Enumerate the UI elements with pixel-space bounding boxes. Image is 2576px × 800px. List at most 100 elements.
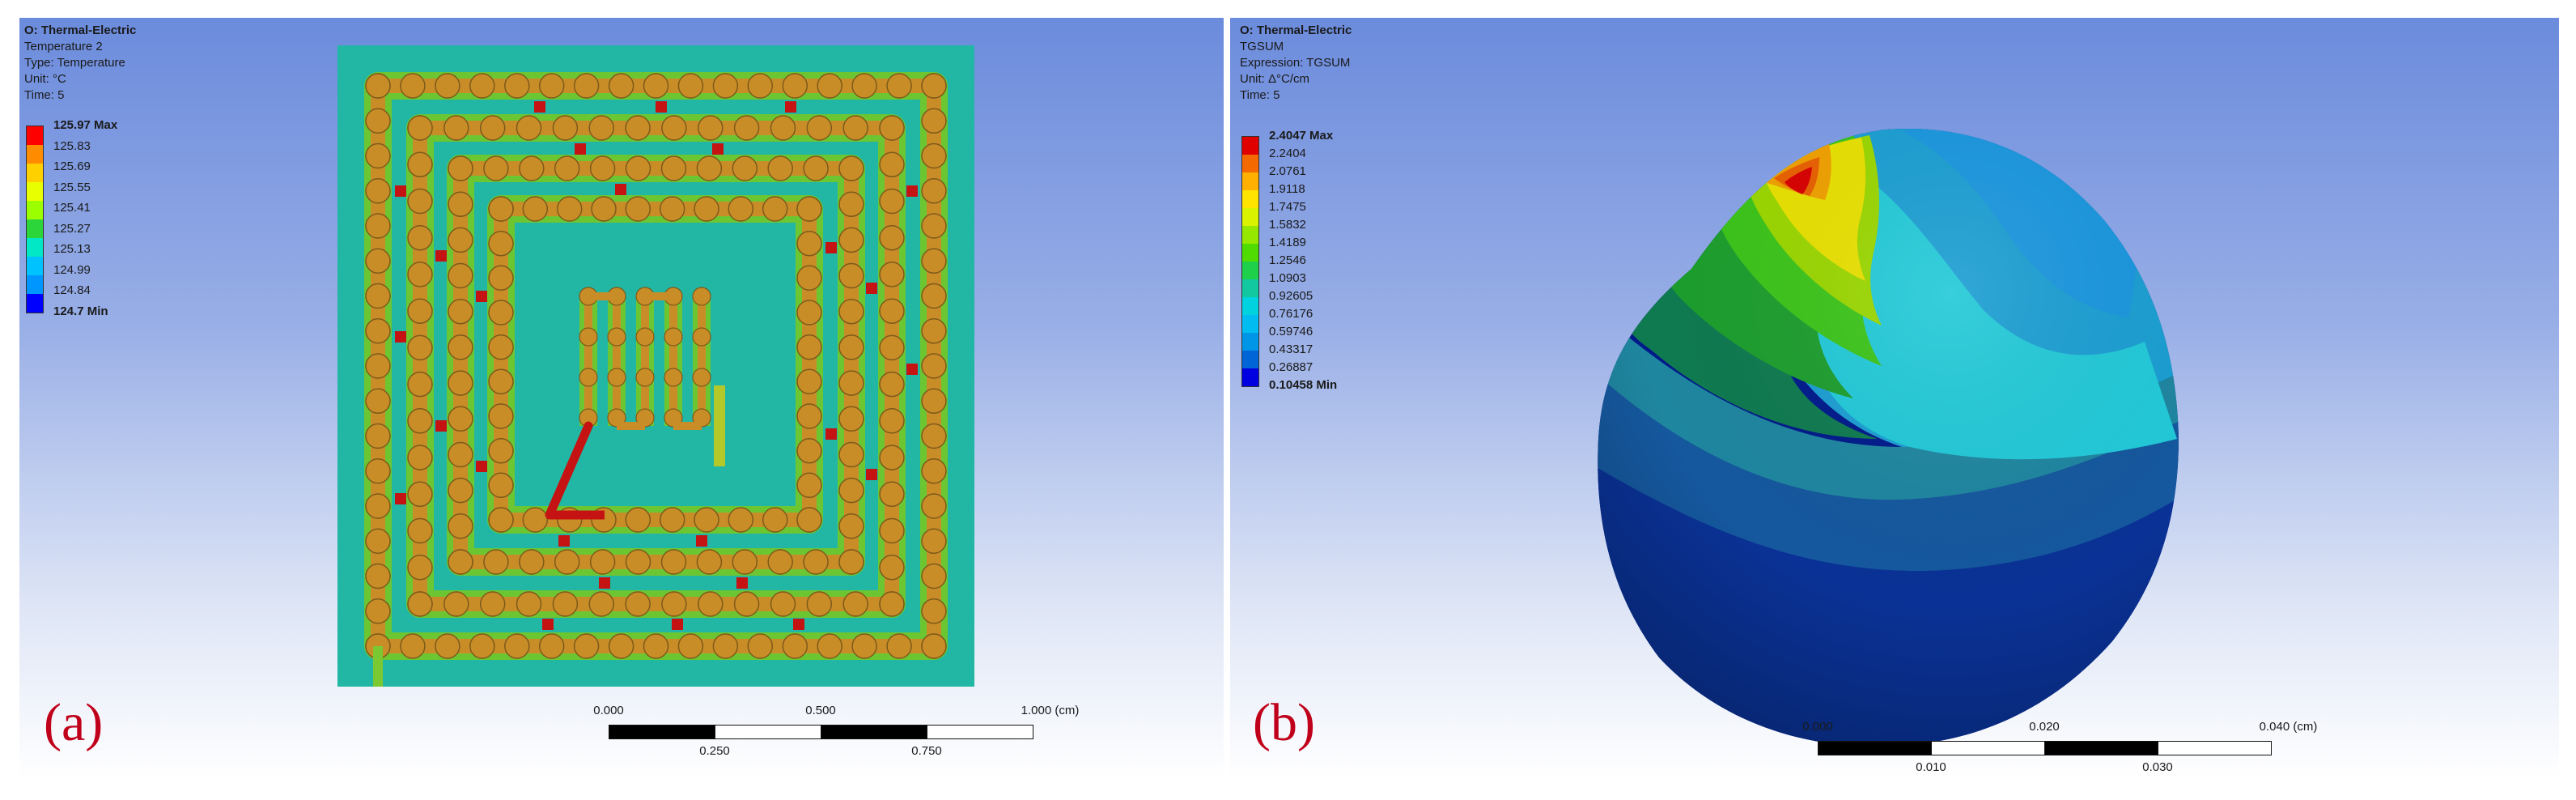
scale-segment (1818, 741, 1932, 755)
contact-pad (732, 155, 758, 181)
scale-tick-label: 1.000 (cm) (1021, 704, 1080, 717)
contact-pad (728, 196, 754, 222)
contact-pad (921, 248, 947, 274)
legend-value-label: 0.92605 (1269, 289, 1313, 303)
contact-pad (879, 591, 905, 617)
contact-pad (407, 555, 433, 581)
legend-color-bar[interactable] (1241, 136, 1259, 387)
legend-value-label: 2.0761 (1269, 164, 1306, 178)
contact-pad (488, 334, 514, 360)
contact-pad (400, 633, 426, 659)
hotspot-bridge (542, 619, 554, 630)
contact-pad (407, 298, 433, 324)
scale-segment (821, 725, 927, 739)
viewport-tgsum[interactable]: O: Thermal-Electric TGSUM Expression: TG… (1230, 18, 2559, 779)
contact-pad (365, 353, 391, 379)
legend-swatch (27, 294, 43, 313)
contact-pad (879, 334, 905, 361)
meander-pad (664, 327, 683, 347)
contact-pad (879, 262, 905, 287)
legend-swatch (1242, 333, 1258, 351)
legend-swatch (27, 219, 43, 238)
legend-value-label: 0.26887 (1269, 360, 1313, 374)
hotspot-bridge (906, 364, 918, 375)
hotspot-bridge (866, 283, 877, 294)
contact-pad (767, 155, 793, 181)
sphere-plot (1598, 128, 2179, 747)
contact-pad (659, 507, 685, 533)
contact-pad (733, 115, 760, 141)
contact-pad (443, 591, 469, 617)
contact-pad (838, 477, 864, 504)
hotspot-bridge (785, 101, 796, 113)
contact-pad (796, 403, 822, 429)
contact-pad (488, 230, 514, 257)
legend-value-label: 125.69 (53, 160, 91, 174)
contact-pad (879, 115, 905, 141)
legend-max-label: 125.97 Max (53, 118, 118, 132)
contact-pad (516, 591, 542, 617)
contact-pad (838, 370, 864, 396)
contact-pad (694, 196, 719, 222)
contact-pad (448, 191, 473, 217)
contact-pad (660, 155, 687, 181)
contact-pad (448, 334, 473, 360)
contact-pad (625, 549, 651, 575)
legend-swatch (27, 275, 43, 294)
legend-value-label: 2.2404 (1269, 147, 1306, 160)
contact-pad (625, 196, 651, 222)
hotspot-bridge (615, 184, 626, 195)
hotspot-bridge (476, 461, 487, 472)
scale-tick-label: 0.250 (699, 744, 730, 758)
sphere-shading (1598, 128, 2179, 747)
contact-pad (448, 477, 473, 504)
viewport-temperature[interactable]: O: Thermal-Electric Temperature 2 Type: … (19, 18, 1224, 779)
result-title: O: Thermal-Electric (24, 23, 137, 37)
contact-pad (643, 633, 669, 659)
result-name: TGSUM (1240, 40, 1284, 53)
contact-pad (643, 73, 669, 99)
contact-pad (921, 213, 947, 239)
panel-label-a: (a) (44, 693, 104, 752)
contact-pad (770, 591, 796, 617)
contact-pad (762, 507, 788, 533)
contact-pad (448, 298, 473, 325)
contact-pad (712, 73, 739, 99)
hotspot-bridge (395, 185, 406, 197)
contact-pad (879, 517, 905, 544)
contact-pad (921, 178, 947, 204)
contact-pad (661, 591, 687, 617)
legend-value-label: 125.13 (53, 242, 91, 257)
legend-swatch (27, 201, 43, 219)
contact-pad (573, 633, 600, 659)
contact-pad (365, 108, 391, 134)
result-info: O: Thermal-Electric Temperature 2 Type: … (24, 23, 136, 104)
contact-pad (573, 73, 600, 99)
contact-pad (538, 73, 565, 99)
contact-pad (435, 633, 460, 659)
contact-pad (519, 549, 545, 575)
contact-pad (588, 591, 614, 617)
hotspot-bridge (866, 469, 877, 480)
contact-pad (407, 115, 433, 141)
scale-segment (2044, 741, 2158, 755)
contact-pad (625, 591, 651, 617)
contact-pad (488, 368, 514, 395)
contact-pad (538, 633, 565, 659)
contact-pad (712, 633, 739, 659)
contact-pad (698, 115, 724, 141)
legend-value-label: 0.43317 (1269, 343, 1313, 356)
contact-pad (516, 115, 542, 141)
legend-color-bar[interactable] (26, 126, 44, 313)
hotspot-bridge (736, 577, 748, 589)
contact-pad (448, 262, 473, 289)
hotspot-bridge (825, 428, 837, 440)
contact-pad (448, 155, 473, 181)
contact-pad (365, 528, 391, 555)
contact-pad (767, 549, 793, 575)
legend-swatch (1242, 190, 1258, 208)
contact-pad (407, 224, 433, 251)
contact-pad (365, 73, 391, 99)
contact-pad (803, 155, 829, 181)
contact-pad (838, 513, 864, 539)
